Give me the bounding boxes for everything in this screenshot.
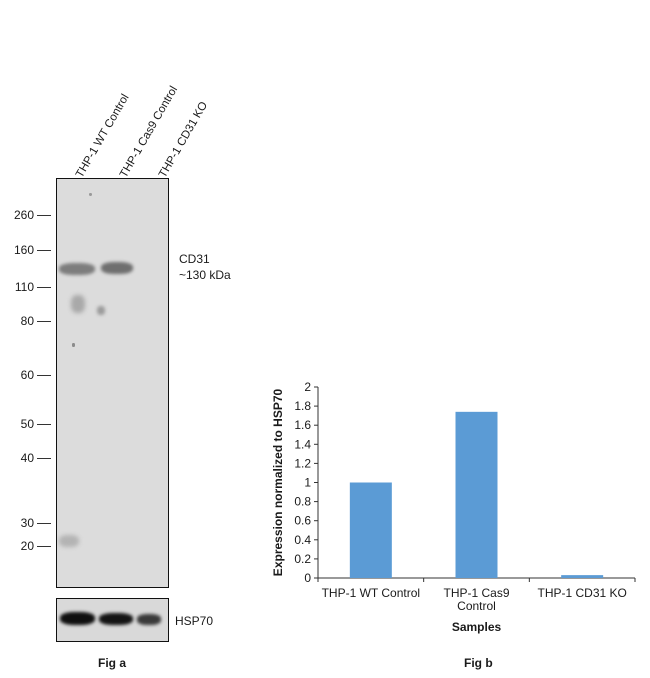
y-tick-label: 0.4: [294, 533, 311, 547]
y-tick-label: 2: [304, 380, 311, 394]
loading-control-label: HSP70: [175, 614, 214, 628]
x-category-label: THP-1 Cas9: [443, 586, 509, 600]
x-category-label: THP-1 WT Control: [322, 586, 420, 600]
y-axis-title: Expression normalized to HSP70: [271, 388, 285, 576]
target-size: ~130 kDa: [179, 268, 231, 282]
target-name: CD31: [179, 252, 210, 266]
y-tick-label: 1.8: [294, 399, 311, 413]
mw-marker-40: 40: [20, 451, 34, 465]
y-tick-label: 0: [304, 571, 311, 585]
fig-b-caption: Fig b: [464, 656, 493, 670]
x-category-label: Control: [457, 599, 496, 613]
mw-tick-160: [37, 250, 51, 251]
mw-tick-60: [37, 375, 51, 376]
bar-2: [455, 411, 498, 578]
mw-tick-30: [37, 523, 51, 524]
chart-bars: [349, 411, 604, 578]
loading-control-blot: [56, 598, 169, 642]
blot-smear-1: [71, 295, 85, 313]
mw-marker-60: 60: [20, 368, 34, 382]
mw-tick-260: [37, 215, 51, 216]
bar-1: [349, 482, 392, 578]
mw-marker-20: 20: [20, 539, 34, 553]
blot-smear-3: [59, 535, 79, 547]
cd31-band-wt: [59, 263, 95, 275]
y-tick-label: 1: [304, 476, 311, 490]
mw-marker-50: 50: [20, 417, 34, 431]
x-category-label: THP-1 CD31 KO: [537, 586, 626, 600]
blot-speck: [89, 193, 92, 196]
mw-tick-40: [37, 458, 51, 459]
mw-tick-110: [37, 287, 51, 288]
hsp70-band-ko: [137, 614, 161, 625]
mw-tick-80: [37, 321, 51, 322]
hsp70-band-cas9: [99, 613, 133, 625]
target-label: CD31 ~130 kDa: [179, 251, 231, 283]
blot-smear-2: [97, 306, 105, 315]
blot-membrane: [56, 178, 169, 588]
mw-marker-30: 30: [20, 516, 34, 530]
y-tick-label: 1.2: [294, 456, 311, 470]
y-tick-label: 0.6: [294, 514, 311, 528]
hsp70-band-wt: [60, 612, 95, 625]
y-tick-label: 0.2: [294, 552, 311, 566]
mw-marker-260: 260: [13, 208, 34, 222]
fig-a-caption: Fig a: [98, 656, 127, 670]
x-axis-title: Samples: [452, 620, 502, 634]
mw-marker-80: 80: [20, 314, 34, 328]
mw-marker-110: 110: [14, 280, 34, 294]
chart-labels: 0 0.2 0.4 0.6 0.8 1 1.2 1.4 1.6 1.8 2 THP-1 WT Cont…: [271, 380, 627, 634]
mw-marker-160: 160: [13, 243, 34, 257]
y-tick-label: 1.6: [294, 418, 311, 432]
bar-3: [561, 575, 604, 578]
y-tick-label: 1.4: [294, 437, 311, 451]
y-tick-label: 0.8: [294, 495, 311, 509]
mw-tick-50: [37, 424, 51, 425]
cd31-band-cas9: [101, 262, 133, 274]
blot-spot: [72, 343, 75, 347]
mw-tick-20: [37, 546, 51, 547]
